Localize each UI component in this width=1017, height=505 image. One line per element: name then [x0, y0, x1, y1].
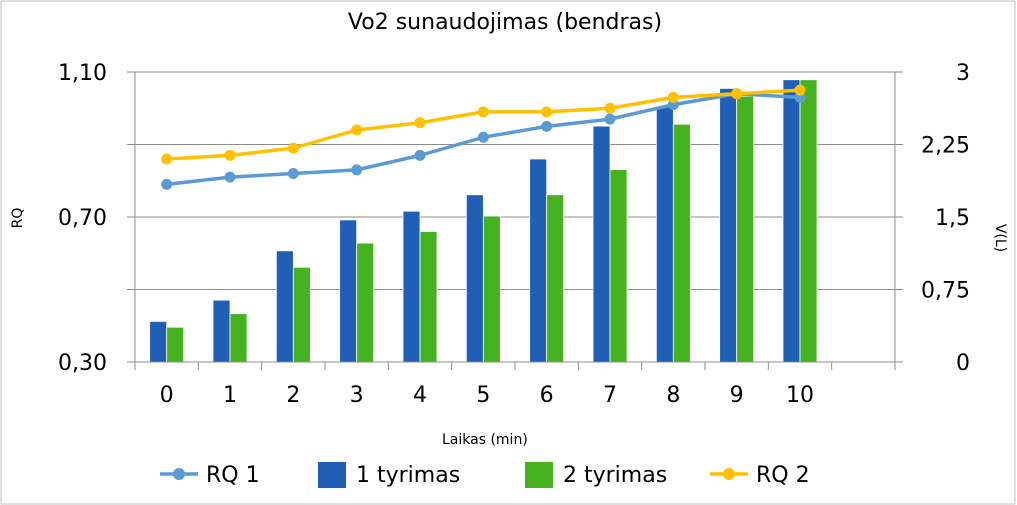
- y-right-tick-label: 1,5: [935, 206, 970, 231]
- y-left-tick-label: 0,70: [58, 206, 107, 231]
- bar-1-tyrimas: [719, 88, 738, 363]
- point-rq-2: [794, 84, 806, 96]
- legend-swatch-2-tyrimas: [525, 462, 553, 488]
- x-axis-label: Laikas (min): [442, 432, 528, 448]
- y-right-tick-label: 0,75: [921, 279, 970, 304]
- x-tick-label: 8: [666, 383, 680, 408]
- y-left-tick-label: 0,30: [58, 351, 107, 376]
- bar-2-tyrimas: [229, 313, 248, 363]
- legend-label-rq-1: RQ 1: [206, 463, 260, 488]
- point-rq-2: [414, 117, 426, 129]
- legend-marker-rq-2: [723, 468, 735, 480]
- x-tick-label: 2: [286, 383, 300, 408]
- point-rq-2: [161, 153, 173, 165]
- chart-title: Vo2 sunaudojimas (bendras): [348, 10, 662, 35]
- bar-1-tyrimas: [149, 320, 168, 363]
- bar-2-tyrimas: [292, 266, 311, 363]
- bar-1-tyrimas: [529, 158, 548, 363]
- x-tick-label: 10: [786, 383, 814, 408]
- point-rq-1: [224, 171, 236, 183]
- lines: [161, 84, 806, 190]
- bar-2-tyrimas: [546, 194, 565, 363]
- point-rq-1: [161, 178, 173, 190]
- bar-2-tyrimas: [356, 242, 375, 363]
- bar-2-tyrimas: [672, 123, 691, 363]
- y-axis-right-label: V(L): [992, 224, 1008, 252]
- point-rq-2: [731, 88, 743, 100]
- bar-2-tyrimas: [419, 231, 438, 363]
- legend-label-1-tyrimas: 1 tyrimas: [356, 463, 460, 488]
- point-rq-1: [604, 113, 616, 125]
- x-tick-label: 4: [413, 383, 427, 408]
- x-tick-label: 3: [350, 383, 364, 408]
- gridlines: [127, 71, 903, 290]
- point-rq-1: [541, 120, 553, 132]
- bar-1-tyrimas: [782, 79, 801, 363]
- bars: [149, 79, 818, 363]
- point-rq-1: [287, 168, 299, 179]
- point-rq-1: [414, 149, 426, 161]
- point-rq-2: [604, 102, 616, 114]
- bar-1-tyrimas: [402, 210, 421, 363]
- bar-2-tyrimas: [166, 326, 185, 363]
- bar-1-tyrimas: [592, 125, 611, 363]
- axes: 1,10 0,70 0,30 3 2,25 1,5 0,75 0 0 1 2 3 4 5 6 7 8 9 10: [58, 61, 970, 408]
- point-rq-2: [667, 91, 679, 103]
- x-tick-label: 6: [540, 383, 554, 408]
- y-right-tick-label: 2,25: [921, 134, 970, 159]
- y-left-tick-label: 1,10: [58, 61, 107, 86]
- x-tick-label: 1: [223, 383, 237, 408]
- bar-2-tyrimas: [482, 215, 501, 363]
- point-rq-2: [541, 106, 553, 118]
- bar-2-tyrimas: [799, 79, 818, 363]
- legend-swatch-1-tyrimas: [318, 462, 346, 488]
- legend-label-2-tyrimas: 2 tyrimas: [563, 463, 667, 488]
- bar-1-tyrimas: [275, 250, 294, 363]
- point-rq-2: [351, 124, 363, 136]
- bar-1-tyrimas: [655, 106, 674, 363]
- point-rq-1: [477, 131, 489, 143]
- x-tick-label: 7: [603, 383, 617, 408]
- point-rq-2: [287, 142, 299, 154]
- bar-1-tyrimas: [339, 219, 358, 363]
- bar-2-tyrimas: [736, 95, 755, 363]
- y-axis-left-label: RQ: [10, 208, 26, 229]
- x-tick-label: 5: [476, 383, 490, 408]
- legend: RQ 1 1 tyrimas 2 tyrimas RQ 2: [160, 462, 810, 488]
- x-tick-label: 9: [730, 383, 744, 408]
- y-right-tick-label: 0: [956, 351, 970, 376]
- point-rq-1: [351, 164, 363, 176]
- bar-2-tyrimas: [609, 169, 628, 363]
- bar-1-tyrimas: [212, 299, 231, 363]
- x-tick-label: 0: [160, 383, 174, 408]
- legend-marker-rq-1: [173, 468, 185, 480]
- bar-1-tyrimas: [465, 194, 484, 363]
- legend-label-rq-2: RQ 2: [756, 463, 810, 488]
- point-rq-2: [224, 149, 236, 161]
- y-right-tick-label: 3: [956, 61, 970, 86]
- point-rq-2: [477, 106, 489, 118]
